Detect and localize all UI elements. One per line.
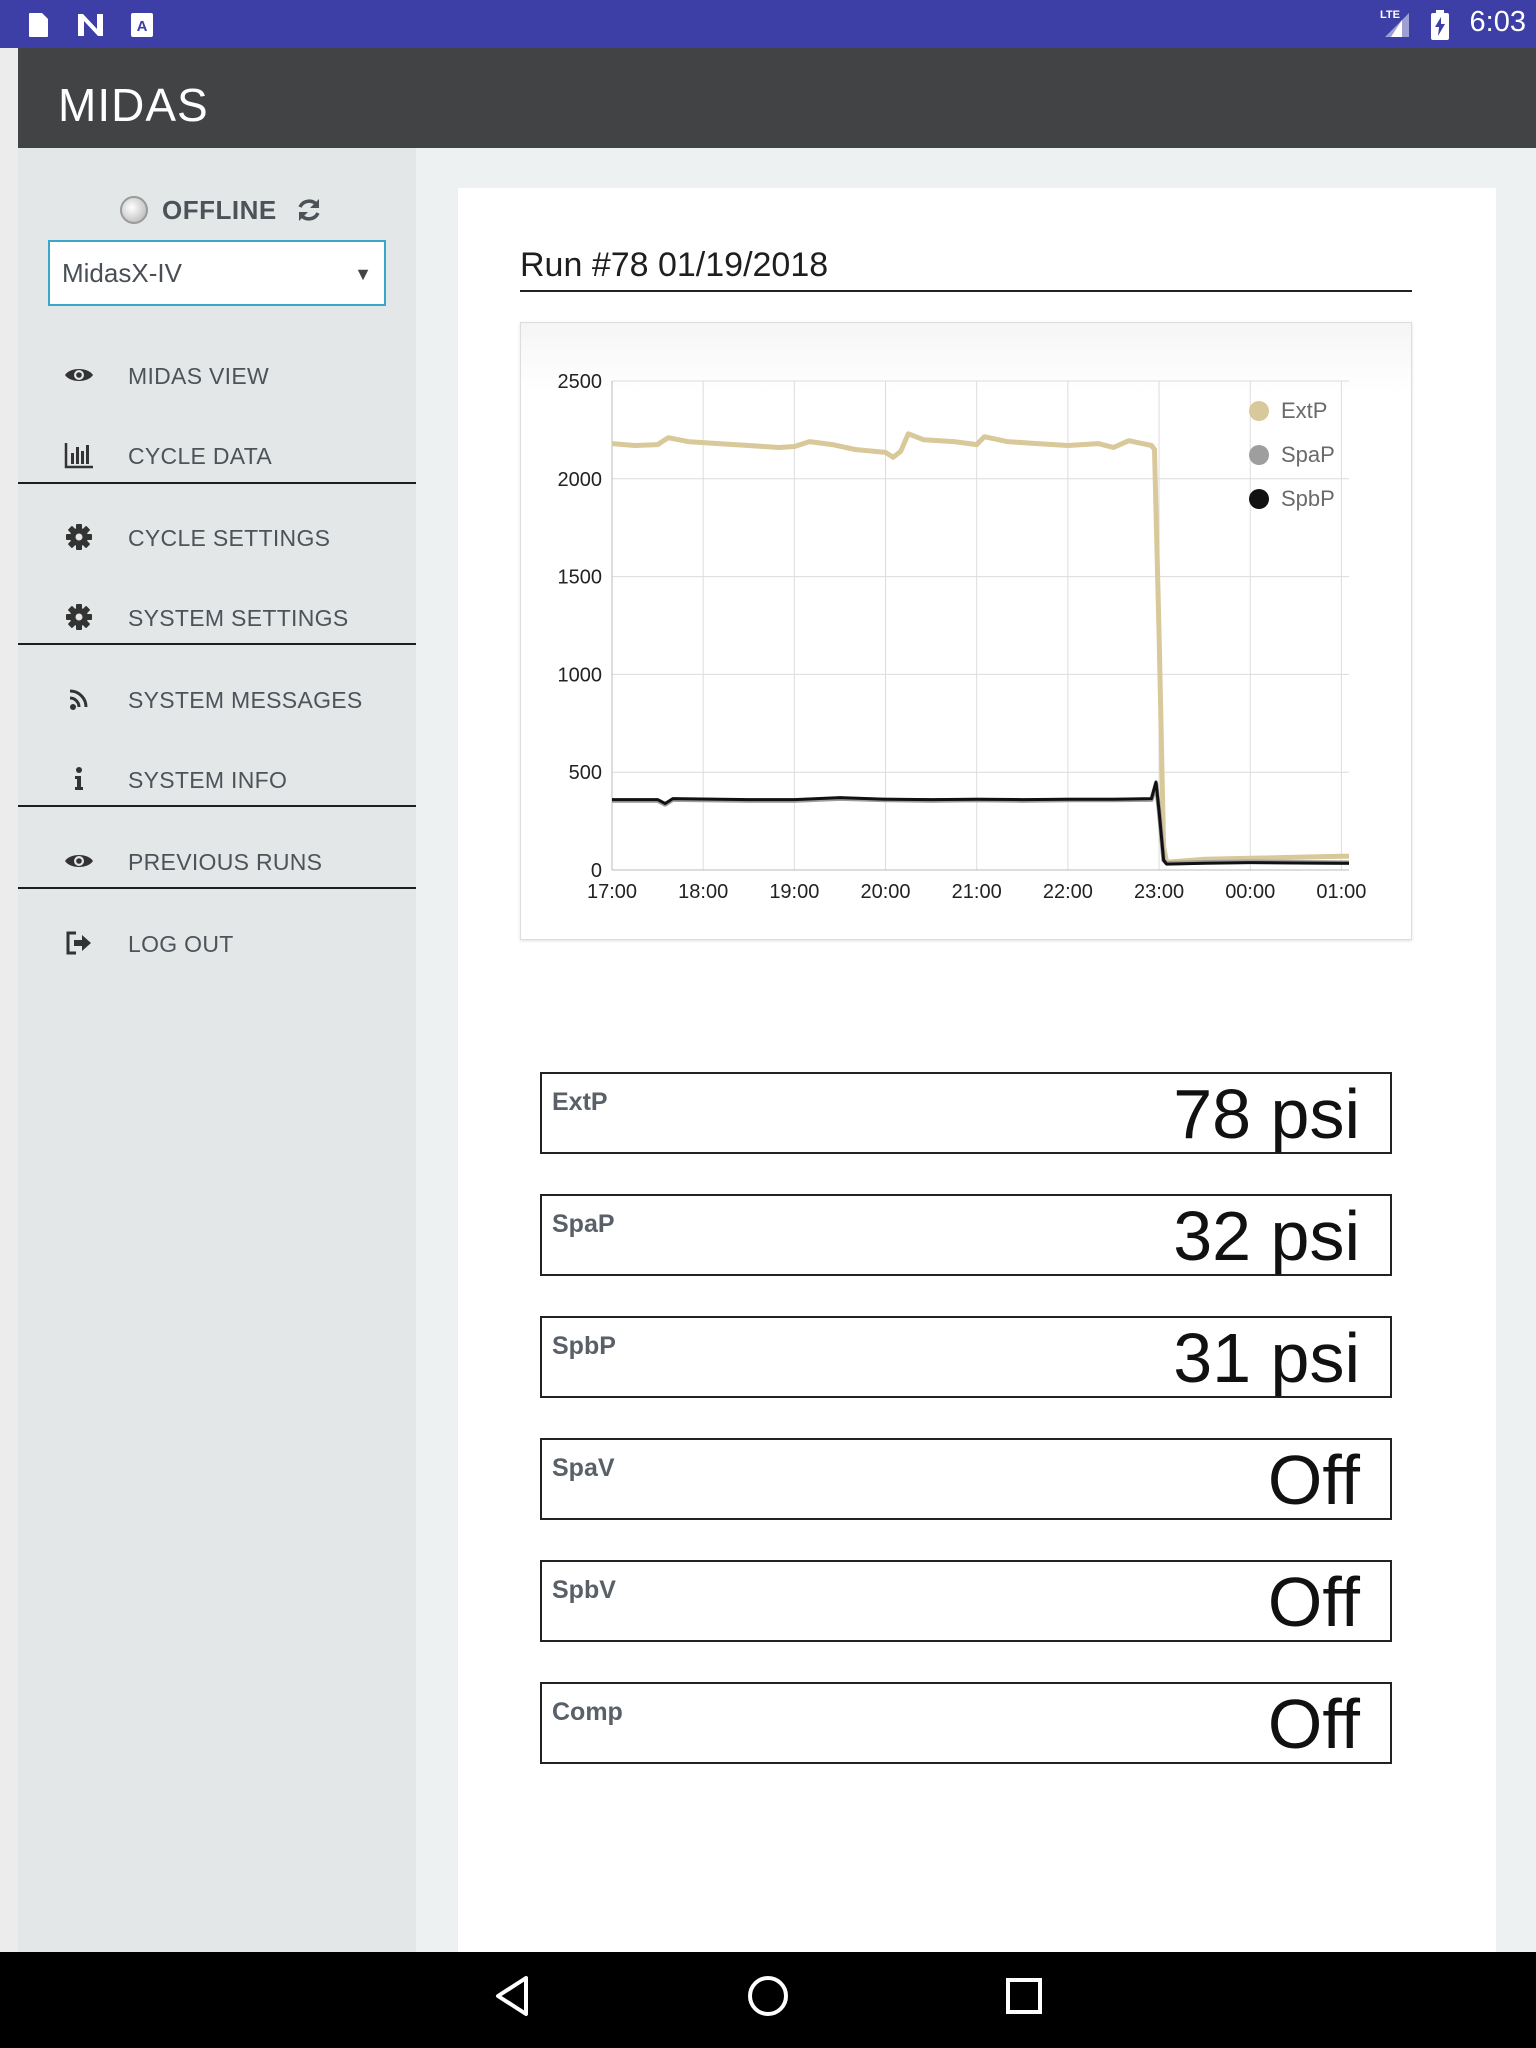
x-tick-label: 00:00 [1225, 881, 1275, 903]
connection-status-text: OFFLINE [162, 194, 277, 225]
legend-label: ExtP [1281, 398, 1327, 423]
sidebar-divider [18, 887, 416, 889]
y-tick-label: 500 [569, 762, 602, 784]
back-icon[interactable] [492, 1974, 532, 2018]
info-icon [75, 767, 83, 790]
y-tick-label: 1500 [558, 567, 603, 589]
x-tick-label: 21:00 [952, 881, 1002, 903]
sidebar-divider [18, 482, 416, 484]
readout-value: 32 psi [1173, 1197, 1360, 1275]
legend-marker-spbp [1249, 489, 1269, 509]
sidebar-divider [18, 643, 416, 645]
sidebar-item-label: MIDAS VIEW [128, 363, 270, 389]
legend-marker-extp [1249, 401, 1269, 421]
sidebar-item-system-messages[interactable]: SYSTEM MESSAGES [18, 667, 416, 731]
x-tick-label: 19:00 [769, 881, 819, 903]
sidebar-item-cycle-data[interactable]: CYCLE DATA [18, 423, 416, 487]
readout-spap: SpaP 32 psi [540, 1194, 1392, 1276]
readout-label: SpaV [552, 1454, 615, 1482]
sidebar-item-cycle-settings[interactable]: CYCLE SETTINGS [18, 505, 416, 569]
series-line-spap [612, 781, 1349, 866]
y-tick-label: 0 [591, 860, 602, 882]
y-tick-label: 1000 [558, 664, 603, 686]
readout-extp: ExtP 78 psi [540, 1072, 1392, 1154]
lte-signal-icon [1385, 13, 1409, 37]
sidebar-divider [18, 805, 416, 807]
android-status-bar: A LTE 6:03 [0, 0, 1536, 48]
sidebar-item-label: CYCLE SETTINGS [128, 525, 331, 551]
x-tick-label: 18:00 [678, 881, 728, 903]
pressure-chart: 0 500 1000 1500 2000 2500 17:00 18:00 19:00 20:00… [520, 322, 1412, 940]
run-title: Run #78 01/19/2018 [520, 246, 829, 284]
run-detail-card: Run #78 01/19/2018 0 500 1000 1500 2000 2500 1… [458, 188, 1496, 1952]
sidebar-item-midas-view[interactable]: MIDAS VIEW [18, 343, 416, 407]
sidebar-item-label: SYSTEM MESSAGES [128, 687, 363, 713]
eye-icon [65, 855, 93, 867]
sidebar-item-label: SYSTEM SETTINGS [128, 605, 349, 631]
x-tick-label: 20:00 [860, 881, 910, 903]
series-line-spbp [612, 780, 1349, 866]
device-select[interactable]: MidasX-IV ▼ [48, 240, 386, 306]
readout-value: 78 psi [1173, 1075, 1360, 1153]
x-tick-label: 22:00 [1043, 881, 1093, 903]
sidebar-item-label: SYSTEM INFO [128, 767, 288, 793]
x-tick-label: 23:00 [1134, 881, 1184, 903]
readout-label: ExtP [552, 1088, 608, 1116]
sidebar-item-system-info[interactable]: SYSTEM INFO [18, 747, 416, 811]
chevron-down-icon: ▼ [354, 264, 372, 284]
x-tick-label: 01:00 [1316, 881, 1366, 903]
legend-label: SpbP [1281, 486, 1335, 511]
readout-value: Off [1267, 1685, 1360, 1763]
app-notification-icon: A [131, 13, 153, 37]
gear-icon [66, 524, 92, 550]
sidebar-item-label: PREVIOUS RUNS [128, 849, 323, 875]
legend-label: SpaP [1281, 442, 1335, 467]
lte-label: LTE [1380, 9, 1400, 21]
sidebar-item-system-settings[interactable]: SYSTEM SETTINGS [18, 585, 416, 649]
readout-label: Comp [552, 1698, 623, 1726]
readout-spav: SpaV Off [540, 1438, 1392, 1520]
title-underline [520, 290, 1412, 292]
readout-value: Off [1267, 1563, 1360, 1641]
midas-logo[interactable]: MIDAS [58, 79, 209, 131]
recents-icon[interactable] [1004, 1974, 1044, 2018]
svg-text:A: A [137, 18, 148, 35]
sidebar: OFFLINE MidasX-IV ▼ MIDAS VIEW CYCLE DAT… [18, 148, 416, 1952]
battery-charging-icon [1431, 10, 1449, 40]
readout-comp: Comp Off [540, 1682, 1392, 1764]
readout-spbp: SpbP 31 psi [540, 1316, 1392, 1398]
gear-icon [66, 604, 92, 630]
readout-spbv: SpbV Off [540, 1560, 1392, 1642]
sidebar-item-label: LOG OUT [128, 931, 234, 957]
home-icon[interactable] [746, 1974, 790, 2018]
android-nav-bar [0, 1952, 1536, 2048]
eye-icon [65, 369, 93, 381]
clock: 6:03 [1469, 6, 1526, 38]
sd-card-icon [29, 13, 48, 37]
pressure-line-chart: 0 500 1000 1500 2000 2500 17:00 18:00 19:00 20:00… [558, 371, 1367, 903]
readout-label: SpaP [552, 1210, 615, 1238]
readout-value: 31 psi [1173, 1319, 1360, 1397]
x-tick-label: 17:00 [587, 881, 637, 903]
connection-status: OFFLINE [120, 190, 323, 230]
status-indicator-icon [120, 196, 148, 224]
y-tick-label: 2000 [558, 469, 603, 491]
sidebar-item-previous-runs[interactable]: PREVIOUS RUNS [18, 829, 416, 893]
y-tick-label: 2500 [558, 371, 603, 393]
readout-label: SpbV [552, 1576, 616, 1604]
rss-icon [69, 689, 88, 710]
device-select-value: MidasX-IV [62, 258, 182, 288]
legend-marker-spap [1249, 445, 1269, 465]
sidebar-item-label: CYCLE DATA [128, 443, 273, 469]
logout-icon [66, 931, 91, 955]
refresh-icon[interactable] [295, 196, 323, 224]
bar-chart-icon [64, 443, 93, 469]
app-header: MIDAS [18, 48, 1536, 148]
readout-value: Off [1267, 1441, 1360, 1519]
app-frame: MIDAS OFFLINE MidasX-IV ▼ MIDAS VIEW CYC… [18, 48, 1536, 1952]
n-notification-icon [78, 14, 103, 36]
sidebar-item-log-out[interactable]: LOG OUT [18, 911, 416, 975]
readout-label: SpbP [552, 1332, 616, 1360]
